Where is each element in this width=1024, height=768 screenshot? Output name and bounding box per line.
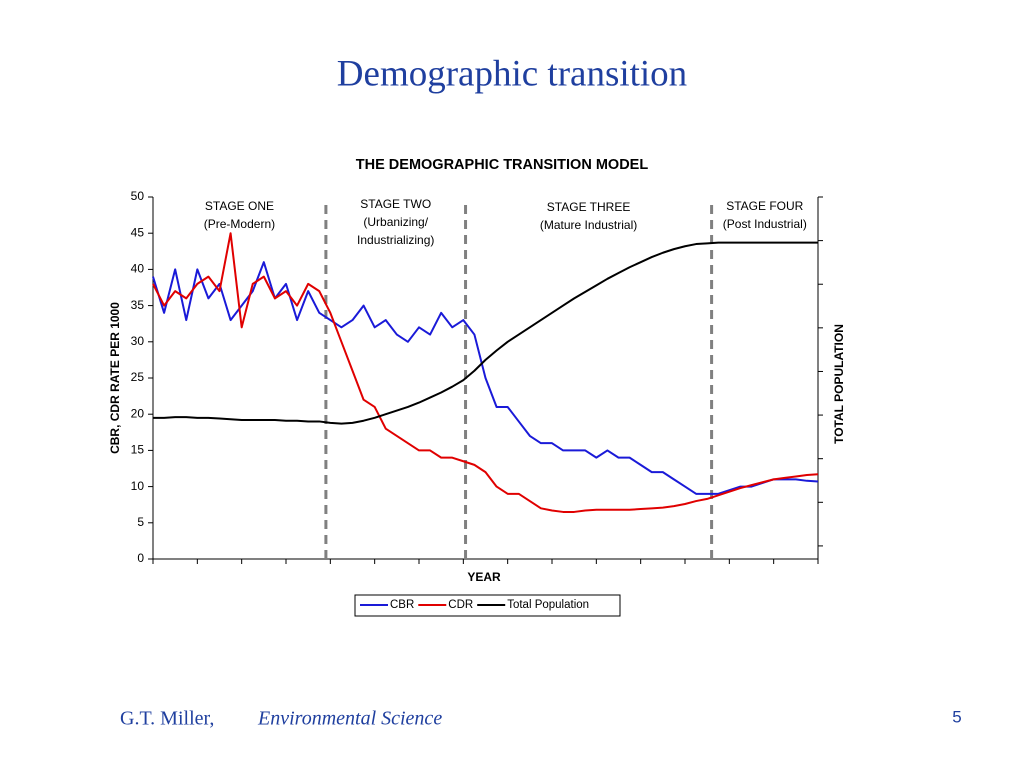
y-tick-label: 30 [131, 334, 145, 348]
legend-label: Total Population [507, 599, 589, 611]
series-line [152, 232, 819, 513]
stage-name: STAGE FOUR [726, 199, 803, 213]
y2-axis-label: TOTAL POPULATION [832, 324, 846, 444]
stage-name: STAGE ONE [205, 199, 274, 213]
stage-name: STAGE THREE [547, 200, 631, 214]
y-tick-label: 15 [131, 443, 145, 457]
footer-book: Environmental Science [257, 708, 442, 730]
y-tick-label: 10 [131, 479, 145, 493]
y-tick-label: 35 [131, 298, 145, 312]
y-tick-label: 40 [131, 262, 145, 276]
y-tick-label: 45 [131, 225, 145, 239]
footer-author: G.T. Miller, [120, 708, 214, 730]
legend-label: CDR [448, 599, 473, 611]
y-tick-label: 20 [131, 406, 145, 420]
stage-detail: Industrializing) [357, 233, 434, 247]
stage-detail: (Urbanizing/ [363, 215, 428, 229]
page-number: 5 [952, 707, 961, 726]
y-tick-label: 0 [137, 551, 144, 565]
chart-title: THE DEMOGRAPHIC TRANSITION MODEL [356, 157, 649, 173]
stage-name: STAGE TWO [360, 197, 431, 211]
y-tick-label: 5 [137, 515, 144, 529]
y-tick-label: 25 [131, 370, 145, 384]
y-tick-label: 50 [131, 189, 145, 203]
legend-label: CBR [390, 599, 414, 611]
y-axis-label: CBR, CDR RATE PER 1000 [108, 302, 122, 454]
stage-detail: (Post Industrial) [723, 217, 807, 231]
series-line [152, 261, 819, 495]
stage-detail: (Pre-Modern) [204, 217, 275, 231]
stage-detail: (Mature Industrial) [540, 218, 637, 232]
slide-title: Demographic transition [337, 53, 687, 94]
series-line [153, 241, 818, 425]
x-axis-label: YEAR [467, 570, 501, 584]
